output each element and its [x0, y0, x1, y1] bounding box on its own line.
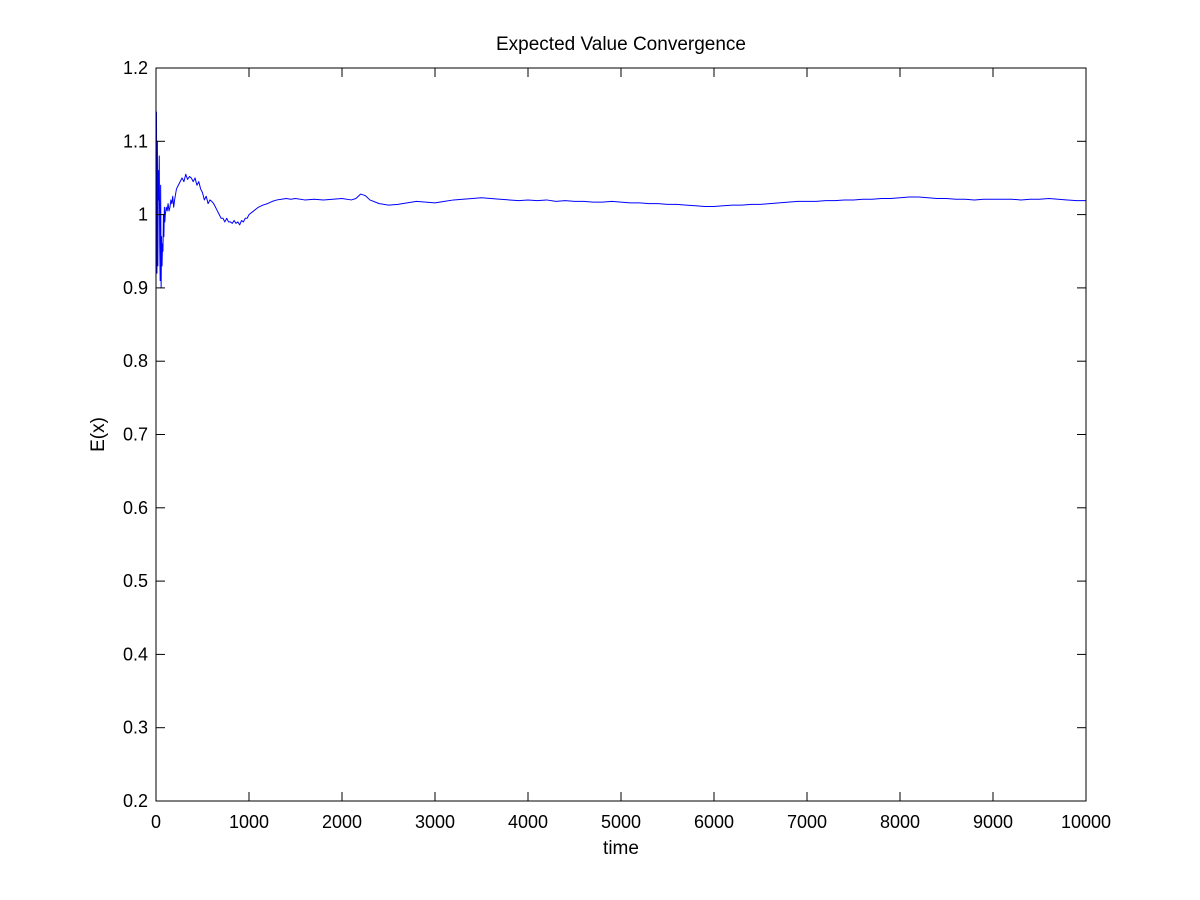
x-tick-label: 4000 [508, 812, 548, 832]
x-tick-label: 9000 [973, 812, 1013, 832]
x-tick-label: 7000 [787, 812, 827, 832]
y-tick-label: 0.2 [123, 791, 148, 811]
x-tick-label: 8000 [880, 812, 920, 832]
y-axis-ticks: 0.2 0.3 0.4 0.5 0.6 0.7 0.8 0.9 1 1.1 1.2 [123, 58, 1086, 811]
x-tick-label: 6000 [694, 812, 734, 832]
y-tick-label: 1.2 [123, 58, 148, 78]
x-tick-label: 3000 [415, 812, 455, 832]
y-tick-label: 0.6 [123, 498, 148, 518]
y-axis-label: E(x) [88, 417, 109, 452]
series-layer [155, 111, 1086, 289]
x-tick-label: 2000 [322, 812, 362, 832]
y-tick-label: 0.3 [123, 718, 148, 738]
plot-area [156, 68, 1086, 801]
x-tick-label: 5000 [601, 812, 641, 832]
y-tick-label: 0.9 [123, 278, 148, 298]
y-tick-label: 1.1 [123, 131, 148, 151]
x-tick-label: 1000 [229, 812, 269, 832]
y-tick-label: 0.5 [123, 571, 148, 591]
x-tick-label: 0 [151, 812, 161, 832]
series-line [155, 111, 1086, 289]
y-tick-label: 0.7 [123, 425, 148, 445]
x-axis-label: time [603, 838, 639, 859]
y-tick-label: 1 [138, 205, 148, 225]
x-axis-ticks: 0 1000 2000 3000 4000 5000 6000 7000 8000 9000 100… [151, 68, 1111, 832]
x-tick-label: 10000 [1061, 812, 1111, 832]
y-tick-label: 0.4 [123, 644, 148, 664]
chart-title: Expected Value Convergence [496, 34, 746, 55]
y-tick-label: 0.8 [123, 351, 148, 371]
